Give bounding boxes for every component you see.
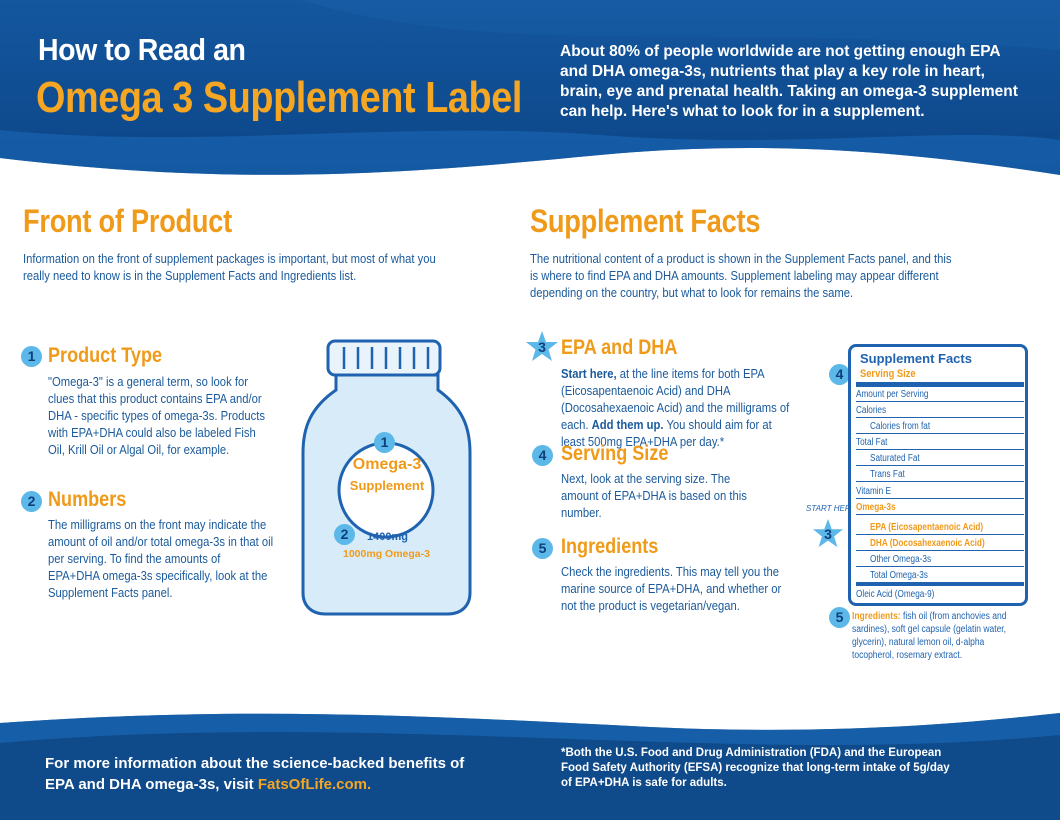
facts-section-description: The nutritional content of a product is … (530, 252, 952, 300)
panel-divider-bottom (856, 583, 1024, 586)
panel-row-calories-fat: Calories from fat (856, 419, 1024, 434)
serving-size-title: Serving Size (561, 442, 669, 465)
panel-row-total-omega3s: Total Omega-3s (856, 568, 1024, 583)
product-type-title: Product Type (48, 344, 163, 367)
start-here-label: START HERE (806, 504, 856, 513)
panel-row-calories: Calories (856, 403, 1024, 418)
facts-section-title: Supplement Facts (530, 203, 761, 239)
panel-title: Supplement Facts (860, 351, 972, 366)
panel-row-total-fat: Total Fat (856, 435, 1024, 450)
footer-more-info: For more information about the science-b… (45, 753, 475, 795)
epa-dha-text: Start here, at the line items for both E… (561, 366, 793, 451)
epa-dha-title: EPA and DHA (561, 336, 678, 359)
epa-dha-text-a: at the line items for both EPA (Eicosape… (561, 367, 790, 432)
panel-serving-size: Serving Size (860, 368, 916, 380)
start-here-lead: Start here, (561, 367, 617, 381)
front-section-description: Information on the front of supplement p… (23, 252, 436, 283)
serving-size-text: Next, look at the serving size. The amou… (561, 472, 747, 520)
epa-dha-text-b: You should aim for at least 500mg EPA+DH… (561, 418, 772, 449)
numbers-title: Numbers (48, 488, 127, 511)
panel-marker-4: 4 (829, 364, 850, 385)
footer-more-info-text: For more information about the science-b… (45, 755, 465, 793)
number-badge-5: 5 (532, 538, 553, 559)
panel-row-oleic-acid: Oleic Acid (Omega-9) (856, 589, 935, 600)
panel-row-omega3s: Omega-3s (856, 500, 1024, 515)
page-title-line1: How to Read an (38, 32, 246, 67)
ingredients-text: Check the ingredients. This may tell you… (561, 565, 782, 613)
supplement-facts-panel: Supplement Facts Serving Size Amount per… (848, 344, 1028, 606)
header-intro: About 80% of people worldwide are not ge… (560, 43, 1018, 120)
supplement-bottle-illustration (301, 339, 472, 616)
bottle-marker-2: 2 (334, 524, 355, 545)
header-background (0, 0, 1060, 175)
ingredients-label: Ingredients: (852, 611, 901, 622)
add-them-up: Add them up. (591, 418, 664, 432)
bottle-marker-1: 1 (374, 432, 395, 453)
ingredients-list: fish oil (from anchovies and sardines), … (852, 611, 1007, 661)
panel-marker-5: 5 (829, 607, 850, 628)
star-badge-3-number: 3 (538, 339, 546, 355)
panel-ingredients: Ingredients: fish oil (from anchovies an… (852, 610, 1014, 662)
panel-star-3-number: 3 (824, 526, 832, 542)
page-title-line2: Omega 3 Supplement Label (36, 73, 522, 122)
ingredients-title: Ingredients (561, 535, 659, 558)
panel-divider-thick (856, 382, 1024, 387)
panel-row-trans-fat: Trans Fat (856, 467, 1024, 482)
star-badge-3 (526, 331, 558, 361)
panel-row-amount: Amount per Serving (856, 387, 1024, 402)
numbers-text: The milligrams on the front may indicate… (48, 518, 274, 600)
product-type-text: "Omega-3" is a general term, so look for… (48, 375, 265, 457)
panel-row-saturated-fat: Saturated Fat (856, 451, 1024, 466)
number-badge-1: 1 (21, 346, 42, 367)
panel-row-other-omega3s: Other Omega-3s (856, 552, 1024, 567)
panel-row-dha: DHA (Docosahexaenoic Acid) (856, 536, 1024, 551)
number-badge-2: 2 (21, 491, 42, 512)
bottle-mg-total: 1400mg (367, 531, 408, 543)
front-section-title: Front of Product (23, 203, 232, 239)
footer-disclaimer: *Both the U.S. Food and Drug Administrat… (561, 747, 950, 789)
fatsoflife-link[interactable]: FatsOfLife.com. (257, 776, 372, 793)
panel-row-vitamin-e: Vitamin E (856, 484, 1024, 499)
number-badge-4: 4 (532, 445, 553, 466)
panel-row-epa: EPA (Eicosapentaenoic Acid) (856, 520, 1024, 535)
bottle-label-supplement: Supplement (349, 478, 425, 493)
bottle-label-omega3: Omega-3 (352, 456, 422, 473)
bottle-mg-omega: 1000mg Omega-3 (343, 548, 430, 560)
panel-star-3 (812, 518, 844, 548)
footer-background (0, 713, 1060, 820)
